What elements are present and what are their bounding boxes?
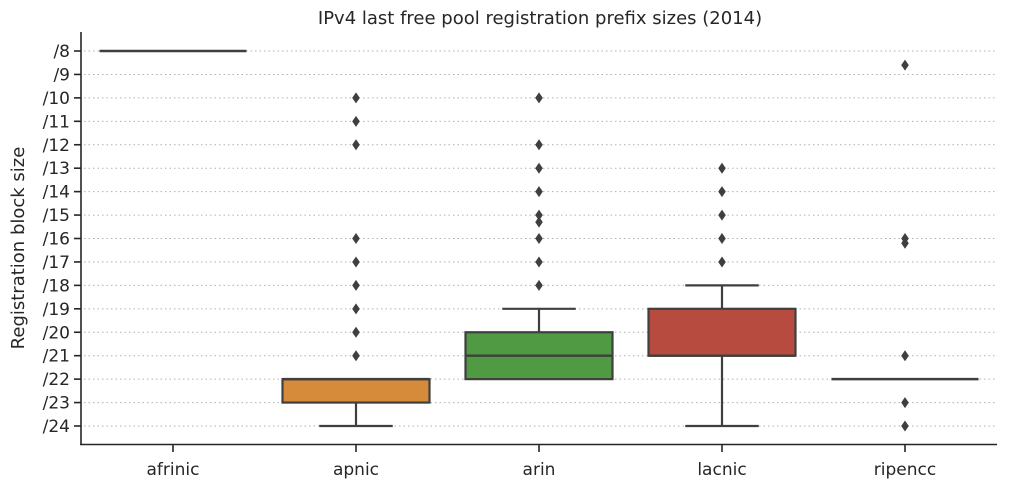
y-tick-label: /23 [43, 394, 70, 414]
box-lacnic [647, 162, 797, 428]
y-tick-label: /12 [43, 136, 70, 156]
y-axis-ticks: /8/9/10/11/12/13/14/15/16/17/18/19/20/21… [43, 42, 81, 437]
y-axis-label: Registration block size [8, 147, 29, 350]
y-tick-label: /19 [43, 300, 70, 320]
x-tick-label: afrinic [147, 460, 200, 480]
y-tick-label: /21 [43, 347, 70, 367]
grid-lines [84, 50, 997, 427]
outlier-point [535, 139, 543, 151]
outlier-point [718, 233, 726, 244]
y-tick-label: /10 [43, 89, 70, 109]
outlier-point [901, 397, 909, 409]
x-tick-label: apnic [333, 460, 379, 480]
outlier-point [352, 92, 360, 104]
y-tick-label: /13 [43, 159, 70, 179]
y-tick-label: /18 [43, 276, 70, 296]
y-tick-label: /17 [43, 253, 70, 273]
outlier-point [901, 59, 909, 71]
boxes [99, 49, 979, 432]
outlier-point [718, 256, 726, 268]
y-tick-label: /20 [43, 323, 70, 343]
outlier-point [535, 92, 543, 104]
x-tick-label: arin [523, 460, 556, 480]
outlier-point [352, 326, 360, 338]
outlier-point [535, 256, 543, 268]
outlier-point [718, 186, 726, 198]
y-tick-label: /8 [53, 42, 70, 62]
outlier-point [535, 186, 543, 198]
outlier-point [901, 350, 909, 362]
y-tick-label: /11 [43, 112, 70, 132]
box-arin [464, 92, 614, 381]
y-tick-label: /15 [43, 206, 70, 226]
box-ripencc [831, 59, 979, 432]
outlier-point [901, 420, 909, 432]
outlier-point [352, 279, 360, 291]
x-tick-label: lacnic [697, 460, 746, 480]
outlier-point [535, 216, 543, 228]
outlier-point [352, 350, 360, 362]
x-tick-label: ripencc [874, 460, 936, 480]
y-tick-label: /22 [43, 370, 70, 390]
y-tick-label: /16 [43, 230, 70, 250]
outlier-point [352, 303, 360, 315]
outlier-point [535, 162, 543, 174]
outlier-point [535, 279, 543, 291]
box-iqr [281, 378, 431, 404]
chart-title: IPv4 last free pool registration prefix … [318, 8, 762, 29]
outlier-point [352, 115, 360, 127]
y-tick-label: /14 [43, 183, 70, 203]
outlier-point [718, 162, 726, 174]
y-tick-label: /24 [43, 417, 70, 437]
outlier-point [901, 237, 909, 249]
outlier-point [718, 209, 726, 221]
outlier-point [535, 209, 543, 221]
outlier-point [352, 139, 360, 151]
box-iqr [647, 307, 797, 357]
outlier-point [352, 256, 360, 268]
box-apnic [281, 92, 431, 428]
outlier-point [535, 233, 543, 244]
outlier-point [352, 233, 360, 244]
x-axis-ticks: afrinic apnic arin lacnic ripencc [147, 445, 936, 480]
y-tick-label: /9 [53, 65, 70, 85]
